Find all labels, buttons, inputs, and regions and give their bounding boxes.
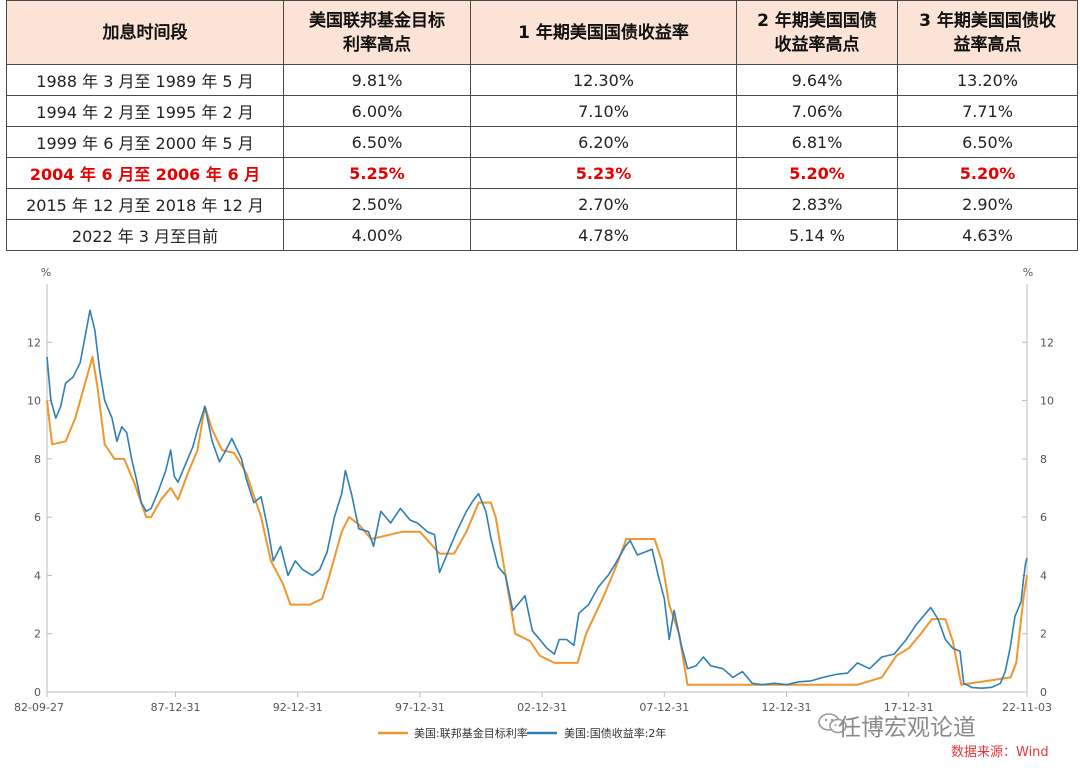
y-tick-label-left: 12	[27, 336, 41, 349]
table-row: 1999 年 6 月至 2000 年 5 月 6.50% 6.20% 6.81% 6.5…	[6, 126, 1078, 158]
rate-hike-table: 加息时间段 美国联邦基金目标 利率高点 1 年期美国国债收益率 2 年期美国国债…	[6, 0, 1078, 251]
table-cell-y3: 6.50%	[897, 126, 1078, 158]
table-cell-y3: 5.20%	[897, 157, 1078, 189]
y-unit-left: %	[41, 266, 51, 279]
y-tick-label-left: 2	[34, 628, 41, 641]
header-period: 加息时间段	[6, 0, 284, 65]
chart-series-layer	[46, 309, 1028, 689]
x-tick-label: 07-12-31	[639, 701, 689, 714]
table-cell-period: 1999 年 6 月至 2000 年 5 月	[6, 126, 284, 158]
y-tick-label-left: 0	[34, 686, 41, 699]
data-source-note: 数据来源：Wind	[951, 745, 1049, 760]
table-cell-period: 1994 年 2 月至 1995 年 2 月	[6, 95, 284, 127]
table-cell-y1: 7.10%	[470, 95, 737, 127]
table-cell-y3: 4.63%	[897, 219, 1078, 251]
table-row: 1994 年 2 月至 1995 年 2 月 6.00% 7.10% 7.06% 7.7…	[6, 95, 1078, 127]
table-cell-y1: 12.30%	[470, 64, 737, 96]
table-cell-y1: 5.23%	[470, 157, 737, 189]
table-cell-y1: 2.70%	[470, 188, 737, 220]
y-tick-label-left: 6	[34, 511, 41, 524]
table-row: 2022 年 3 月至目前 4.00% 4.78% 5.14 % 4.63%	[6, 219, 1078, 251]
table-cell-y3: 7.71%	[897, 95, 1078, 127]
table-cell-period: 2015 年 12 月至 2018 年 12 月	[6, 188, 284, 220]
series-line-1	[46, 309, 1028, 689]
y-tick-label-right: 8	[1040, 453, 1047, 466]
x-tick-label: 12-12-31	[762, 701, 812, 714]
header-3y-yield: 3 年期美国国债收 益率高点	[897, 0, 1078, 65]
table-header-row: 加息时间段 美国联邦基金目标 利率高点 1 年期美国国债收益率 2 年期美国国债…	[6, 0, 1078, 65]
table-cell-y1: 4.78%	[470, 219, 737, 251]
x-tick-label: 87-12-31	[151, 701, 201, 714]
chart-legend: 美国:联邦基金目标利率 美国:国债收益率:2年	[378, 726, 666, 740]
x-tick-label: 97-12-31	[395, 701, 445, 714]
y-tick-label-right: 12	[1040, 336, 1054, 349]
table-cell-fed: 9.81%	[283, 64, 471, 96]
y-tick-label-right: 0	[1040, 686, 1047, 699]
table-cell-y2: 7.06%	[736, 95, 898, 127]
table-cell-y1: 6.20%	[470, 126, 737, 158]
table-cell-y2: 6.81%	[736, 126, 898, 158]
y-tick-label-right: 10	[1040, 395, 1054, 408]
x-tick-label: 02-12-31	[517, 701, 567, 714]
table-cell-y2: 5.14 %	[736, 219, 898, 251]
table-cell-y2: 5.20%	[736, 157, 898, 189]
table-cell-fed: 6.00%	[283, 95, 471, 127]
table-cell-y3: 13.20%	[897, 64, 1078, 96]
x-tick-label: 17-12-31	[884, 701, 934, 714]
table-cell-period: 1988 年 3 月至 1989 年 5 月	[6, 64, 284, 96]
series-line-0	[46, 355, 1028, 686]
y-tick-label-left: 8	[34, 453, 41, 466]
table-cell-period: 2022 年 3 月至目前	[6, 219, 284, 251]
header-2y-yield: 2 年期美国国债 收益率高点	[736, 0, 898, 65]
legend-label-1: 美国:国债收益率:2年	[564, 726, 666, 740]
table-cell-fed: 6.50%	[283, 126, 471, 158]
x-tick-label: 22-11-03	[1002, 701, 1052, 714]
table-cell-y2: 2.83%	[736, 188, 898, 220]
x-tick-label: 92-12-31	[273, 701, 323, 714]
header-1y-yield: 1 年期美国国债收益率	[470, 0, 737, 65]
y-tick-label-right: 4	[1040, 569, 1047, 582]
y-tick-label-right: 2	[1040, 628, 1047, 641]
y-tick-label-right: 6	[1040, 511, 1047, 524]
y-unit-right: %	[1023, 266, 1033, 279]
table-row: 1988 年 3 月至 1989 年 5 月 9.81% 12.30% 9.64% 13…	[6, 64, 1078, 96]
table-cell-fed: 5.25%	[283, 157, 471, 189]
chart-axes: % % 0 0 2 2 4 4 6 6 8 8 10 10 12 12 82-09-27 87-12-31 92-1…	[14, 266, 1054, 714]
table-row: 2015 年 12 月至 2018 年 12 月 2.50% 2.70% 2.83% 2…	[6, 188, 1078, 220]
table-cell-fed: 4.00%	[283, 219, 471, 251]
wechat-icon	[818, 713, 847, 734]
brand-watermark: 任博宏观论道	[838, 715, 976, 741]
table-row: 2004 年 6 月至 2006 年 6 月 5.25% 5.23% 5.20% 5.2…	[6, 157, 1078, 189]
legend-label-0: 美国:联邦基金目标利率	[414, 726, 528, 740]
table-cell-period: 2004 年 6 月至 2006 年 6 月	[6, 157, 284, 189]
header-fed-rate: 美国联邦基金目标 利率高点	[283, 0, 471, 65]
x-tick-label: 82-09-27	[14, 701, 64, 714]
y-tick-label-left: 4	[34, 569, 41, 582]
rate-yield-line-chart: % % 0 0 2 2 4 4 6 6 8 8 10 10 12 12 82-09-27 87-12-31 92-1…	[14, 266, 1054, 740]
table-cell-y3: 2.90%	[897, 188, 1078, 220]
table-cell-fed: 2.50%	[283, 188, 471, 220]
y-tick-label-left: 10	[27, 395, 41, 408]
table-cell-y2: 9.64%	[736, 64, 898, 96]
